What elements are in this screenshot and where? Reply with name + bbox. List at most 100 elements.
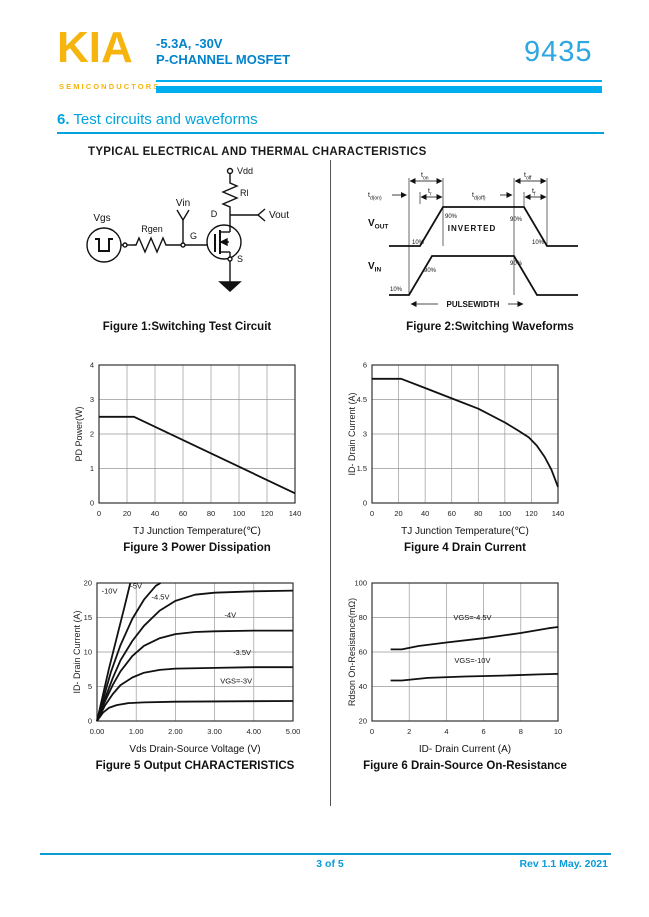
- y-tick-label: 0: [90, 499, 94, 508]
- footer-revision: Rev 1.1 May. 2021: [519, 858, 608, 870]
- label-source: S: [237, 254, 243, 264]
- figure5-output-characteristics-chart: ID- Drain Current (A) 0.00 1.00 2.00 3.00 4.…: [57, 575, 307, 773]
- figure3-caption: Figure 3 Power Dissipation: [123, 542, 271, 554]
- y-tick-label: 20: [359, 717, 367, 726]
- x-tick-label: 0: [370, 509, 374, 518]
- figure5-plot: 0.00 1.00 2.00 3.00 4.00 5.00 0 5 10 15 20 -10V -5V -…: [84, 579, 301, 737]
- y-tick-label: 10: [84, 648, 92, 657]
- section-number: 6.: [57, 111, 70, 128]
- x-tick-label: 140: [289, 509, 302, 518]
- label-vout: Vout: [269, 210, 289, 221]
- x-tick-label: 1.00: [129, 727, 144, 736]
- resistor-rgen: [132, 236, 172, 254]
- label-t-off: toff: [524, 172, 532, 182]
- curve-label: -5V: [130, 582, 142, 591]
- vin-waveform: [389, 255, 578, 296]
- label-drain: D: [211, 209, 218, 219]
- y-tick-label: 100: [354, 579, 367, 588]
- x-tick-label: 120: [261, 509, 274, 518]
- brand-logo: KIA: [57, 23, 133, 72]
- label-vin-signal: VIN: [368, 261, 381, 274]
- header-rule-thin: [156, 80, 602, 82]
- series-vgs-4v: [96, 629, 293, 722]
- x-tick-label: 120: [525, 509, 538, 518]
- figure6-plot: 0 2 4 6 8 10 20 40 60 80 100 VGS=-4.5V VGS=-10V: [354, 579, 562, 737]
- label-vin: Vin: [176, 198, 190, 209]
- section-title: 6. Test circuits and waveforms: [57, 111, 258, 128]
- y-tick-label: 0: [363, 499, 367, 508]
- y-tick-label: 5: [88, 682, 92, 691]
- vout-waveform: [389, 206, 578, 247]
- resistor-rl: [221, 180, 239, 210]
- pulse-glyph: [95, 238, 113, 252]
- y-tick-label: 3: [363, 430, 367, 439]
- footer-rule: [40, 853, 611, 855]
- vout-fall-90pct: 90%: [510, 217, 523, 223]
- vin-fall-90pct: 90%: [510, 261, 523, 267]
- x-tick-label: 2: [407, 727, 411, 736]
- section-underline: [57, 132, 604, 134]
- figure3-power-dissipation-chart: PD Power(W) 0 20 40 60 80 100 120 140 0 1 2 3 4 TJ J…: [59, 357, 309, 555]
- label-gate: G: [190, 231, 197, 241]
- figure4-caption: Figure 4 Drain Current: [403, 542, 527, 554]
- column-divider: [330, 160, 332, 806]
- x-tick-label: 6: [482, 727, 486, 736]
- x-tick-label: 40: [421, 509, 429, 518]
- part-spec-type: P-CHANNEL MOSFET: [156, 52, 291, 67]
- y-tick-label: 2: [90, 430, 94, 439]
- curve-label: -10V: [102, 586, 118, 595]
- series-vgs-5v: [96, 582, 161, 722]
- x-tick-label: 0.00: [90, 727, 105, 736]
- figure6-x-axis-label: ID- Drain Current (A): [418, 744, 512, 755]
- label-pulsewidth: PULSEWIDTH: [447, 300, 500, 309]
- footer-page-number: 3 of 5: [316, 858, 344, 870]
- plot-border: [96, 582, 294, 722]
- figure6-on-resistance-chart: Rdson On-Resistance(mΩ) 0 2 4 6 8 10 20 40 60 80 1…: [332, 575, 572, 773]
- x-tick-label: 60: [448, 509, 456, 518]
- label-vgs: Vgs: [93, 213, 110, 224]
- x-tick-label: 8: [519, 727, 523, 736]
- x-tick-label: 0: [97, 509, 101, 518]
- series-power-dissipation: [99, 415, 296, 495]
- y-tick-label: 4: [90, 361, 94, 370]
- curve-label: VGS=-4.5V: [453, 613, 491, 622]
- label-inverted: INVERTED: [448, 224, 496, 233]
- vin-rise-90pct: 90%: [424, 268, 437, 274]
- curve-label: VGS=-3V: [220, 677, 252, 686]
- part-spec-block: -5.3A, -30V P-CHANNEL MOSFET: [156, 36, 290, 68]
- pulse-source-symbol: [86, 227, 122, 263]
- figure6-y-axis-label: Rdson On-Resistance(mΩ): [347, 597, 357, 707]
- vout-rise-90pct: 90%: [445, 214, 458, 220]
- plot-border: [371, 364, 559, 504]
- series-vgs-4.5v: [390, 626, 559, 651]
- y-tick-label: 3: [90, 395, 94, 404]
- x-tick-label: 5.00: [286, 727, 301, 736]
- figure1-caption: Figure 1:Switching Test Circuit: [102, 321, 272, 333]
- section-title-text: Test circuits and waveforms: [69, 111, 258, 128]
- y-tick-label: 4.5: [357, 395, 367, 404]
- x-tick-label: 4.00: [246, 727, 261, 736]
- x-tick-label: 100: [499, 509, 512, 518]
- x-tick-label: 2.00: [168, 727, 183, 736]
- x-tick-label: 4: [444, 727, 448, 736]
- part-number: 9435: [524, 36, 593, 68]
- y-tick-label: 0: [88, 717, 92, 726]
- figure3-plot: 0 20 40 60 80 100 120 140 0 1 2 3 4: [90, 361, 302, 519]
- plot-border: [371, 582, 559, 722]
- brand-logo-subtitle: SEMICONDUCTORS: [59, 82, 161, 91]
- label-vout-signal: VOUT: [368, 218, 388, 231]
- label-vdd: Vdd: [237, 166, 253, 176]
- y-tick-label: 15: [84, 613, 92, 622]
- figure3-x-axis-label: TJ Junction Temperature(℃): [133, 526, 261, 537]
- x-tick-label: 0: [370, 727, 374, 736]
- y-tick-label: 1: [90, 464, 94, 473]
- curve-label: -4V: [224, 611, 236, 620]
- switching-test-circuit-diagram: Vgs Rgen Vin G D S Rl Vdd Vout: [86, 166, 289, 292]
- y-tick-label: 6: [363, 361, 367, 370]
- figure4-x-axis-label: TJ Junction Temperature(℃): [401, 526, 529, 537]
- x-tick-label: 20: [394, 509, 402, 518]
- y-tick-label: 40: [359, 682, 367, 691]
- characteristics-heading: TYPICAL ELECTRICAL AND THERMAL CHARACTER…: [88, 146, 427, 158]
- series-vgs-3.5v: [96, 666, 293, 722]
- curve-label: -4.5V: [152, 593, 170, 602]
